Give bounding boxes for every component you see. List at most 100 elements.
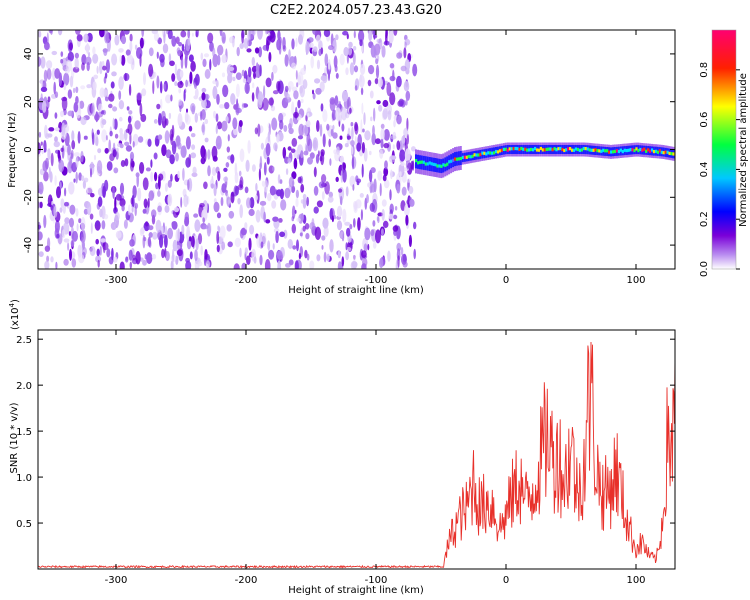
noise-blob [203,53,210,58]
noise-blob [258,46,262,58]
noise-blob [63,72,70,86]
noise-blob [360,63,366,76]
noise-blob [201,92,206,101]
noise-blob [227,241,233,248]
noise-blob [140,227,145,235]
noise-blob [132,185,137,199]
noise-blob [212,80,217,85]
noise-blob [136,173,139,188]
noise-blob [276,250,283,261]
noise-blob [221,72,226,78]
noise-blob [296,217,301,222]
noise-blob [89,213,94,220]
noise-blob [295,37,298,47]
noise-blob [396,75,402,88]
noise-blob [63,238,70,243]
noise-blob [249,30,255,40]
noise-blob [67,89,73,99]
tick-label: 0.8 [699,62,710,78]
noise-blob [338,188,343,193]
noise-blob [156,51,159,59]
track-hot [457,157,461,161]
noise-blob [125,49,131,56]
noise-blob [291,223,296,234]
track-hot [452,158,455,162]
noise-blob [375,64,380,79]
noise-blob [293,90,299,100]
noise-blob [152,80,155,95]
noise-blob [215,124,218,135]
track-hot [473,153,476,157]
snr-scale-label: (x10 [10,307,21,330]
noise-blob [216,231,220,244]
noise-blob [126,54,134,64]
noise-blob [343,46,349,57]
noise-blob [204,249,208,260]
noise-blob [73,101,79,113]
noise-blob [67,144,71,156]
noise-blob [406,133,409,145]
noise-blob [295,70,298,80]
noise-blob [216,121,223,130]
noise-blob [300,213,304,222]
noise-blob [392,225,399,232]
noise-blob [134,44,138,50]
noise-blob [75,208,79,217]
noise-blob [248,208,255,217]
noise-blob [103,214,109,220]
noise-blob [209,58,212,71]
noise-blob [47,237,51,250]
noise-blob [244,186,249,194]
noise-blob [38,224,42,229]
noise-blob [239,43,244,49]
noise-blob [93,74,99,80]
noise-blob [326,123,330,131]
track-hot [662,151,665,155]
noise-blob [236,46,240,57]
noise-blob [361,102,364,115]
noise-blob [312,137,319,152]
noise-blob [353,30,356,39]
track-hot [547,147,550,151]
noise-blob [235,72,242,80]
noise-blob [48,127,55,132]
noise-blob [361,142,365,154]
noise-blob [53,81,56,95]
noise-blob [386,82,392,97]
noise-blob [38,231,43,241]
noise-blob [238,120,243,127]
noise-blob [291,205,296,219]
noise-blob [405,160,411,170]
noise-blob [159,81,163,94]
noise-blob [75,156,79,168]
noise-blob [341,256,345,267]
noise-blob [48,166,51,179]
noise-blob [255,209,261,223]
noise-blob [349,175,356,187]
noise-blob [360,209,363,221]
noise-blob [119,261,125,269]
noise-blob [305,120,311,128]
noise-blob [201,87,207,93]
noise-blob [297,176,302,184]
snr-scale-exp: 4 [8,302,16,307]
noise-blob [318,48,322,57]
noise-blob [199,202,205,208]
noise-blob [60,110,64,118]
noise-blob [300,67,306,75]
noise-blob [349,223,353,230]
noise-blob [374,78,379,85]
noise-blob [77,131,81,144]
noise-blob [292,245,297,250]
noise-blob [372,124,375,137]
noise-blob [336,220,343,231]
noise-blob [137,187,142,202]
noise-blob [186,108,188,113]
noise-blob [55,261,58,269]
noise-blob [413,221,417,230]
noise-blob [332,39,337,53]
noise-blob [119,182,125,195]
noise-blob [69,248,72,261]
track-hot [418,160,422,164]
